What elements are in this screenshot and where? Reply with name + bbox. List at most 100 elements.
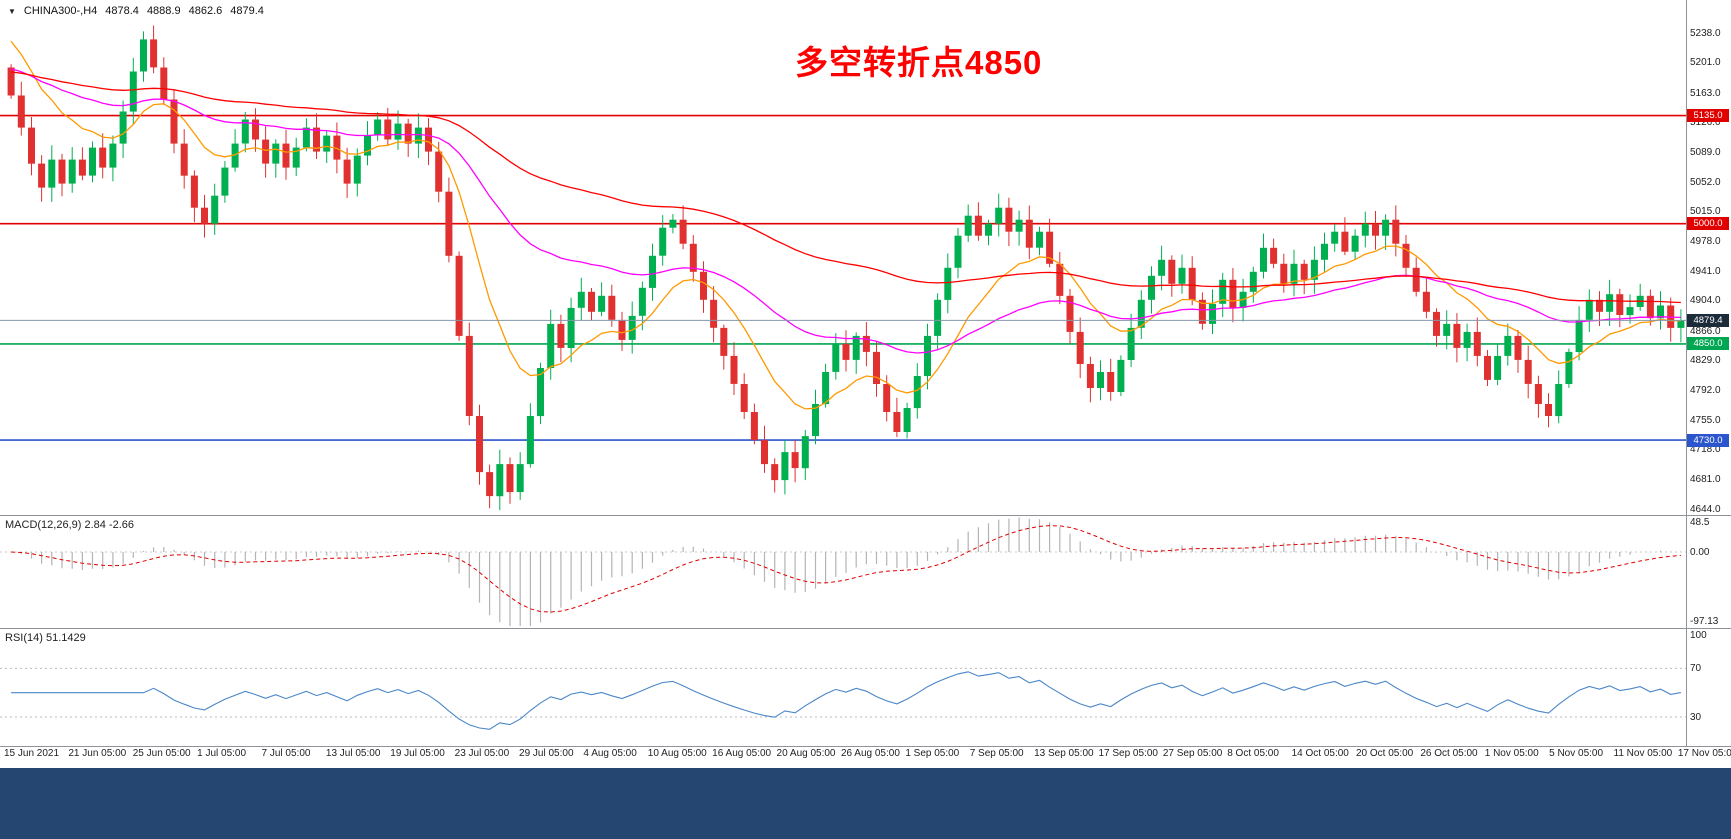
candle-body	[302, 127, 310, 148]
axis-tick-label: 48.5	[1690, 517, 1710, 528]
date-tick-label: 7 Sep 05:00	[969, 748, 1024, 759]
axis-tick-label: 5163.0	[1690, 87, 1721, 99]
candle-body	[99, 147, 107, 168]
axis-tick-label: 4941.0	[1690, 265, 1721, 277]
date-tick-label: 15 Jun 2021	[4, 748, 60, 759]
axis-tick-label: 4755.0	[1690, 414, 1721, 426]
price-level-tag-resistance: 5135.0	[1687, 109, 1729, 123]
candle-body	[1168, 259, 1176, 284]
moving-average-line-12	[10, 40, 1681, 410]
candle-body	[89, 147, 96, 176]
candle-body	[282, 143, 290, 168]
candle-body	[1249, 271, 1257, 292]
date-tick-label: 20 Oct 05:00	[1355, 748, 1414, 759]
candle-body	[272, 143, 280, 164]
candle-body	[1158, 259, 1166, 276]
date-tick-label: 26 Aug 05:00	[840, 748, 900, 759]
axis-tick-label: 5126.0	[1690, 117, 1721, 129]
time-axis[interactable]: 15 Jun 2021 21 Jun 05:00 25 Jun 05:00 1 Jul…	[0, 748, 1731, 766]
candle-body	[771, 464, 779, 481]
candle-body	[598, 295, 606, 312]
date-tick-label: 19 Jul 05:00	[390, 748, 445, 759]
date-tick-label: 26 Oct 05:00	[1420, 748, 1478, 759]
rsi-panel[interactable]	[0, 667, 1686, 730]
candle-body	[496, 464, 504, 497]
candle-body	[1086, 364, 1094, 388]
axis-tick-label: 4792.0	[1690, 384, 1721, 396]
candle-body	[292, 147, 300, 168]
price-direction-down-icon: ▼	[8, 6, 16, 16]
candle-body	[995, 207, 1003, 224]
candle-body	[649, 255, 656, 288]
candle-body	[862, 335, 870, 352]
candle-body	[761, 440, 768, 465]
candle-body	[231, 143, 239, 168]
candle-body	[588, 291, 595, 312]
date-tick-label: 1 Sep 05:00	[905, 748, 960, 759]
candle-body	[689, 243, 697, 272]
candle-body	[476, 416, 483, 473]
candle-body	[710, 299, 718, 328]
axis-tick-label: 5052.0	[1690, 176, 1721, 188]
candle-body	[1097, 372, 1104, 388]
candle-body	[1422, 291, 1430, 312]
candle-body	[333, 135, 341, 160]
candle-body	[201, 207, 208, 224]
price-level-tag-current-price: 4879.4	[1687, 313, 1729, 327]
macd-indicator-label: MACD(12,26,9) 2.84 -2.66	[5, 519, 135, 531]
candle-body	[954, 235, 962, 268]
price-axis[interactable]: 5238.0 5201.0 5163.0 5126.0 5089.0 5052.0 5015…	[1686, 0, 1731, 746]
axis-tick-label: 4904.0	[1690, 295, 1721, 307]
candle-body	[160, 67, 168, 100]
candle-body	[394, 123, 402, 140]
price-level-tag-support: 4730.0	[1687, 433, 1729, 447]
candle-body	[1596, 299, 1603, 312]
candle-body	[1270, 247, 1278, 264]
candle-body	[1677, 320, 1685, 328]
candle-body	[1402, 243, 1410, 268]
macd-panel[interactable]	[0, 517, 1686, 626]
axis-tick-label: 5089.0	[1690, 146, 1721, 158]
candle-body	[873, 351, 880, 384]
candle-body	[414, 127, 422, 144]
candle-body	[679, 219, 687, 244]
candle-body	[1300, 263, 1308, 280]
candle-body	[1382, 219, 1390, 236]
candle-body	[486, 472, 494, 497]
candle-body	[730, 355, 738, 384]
candle-body	[252, 119, 259, 140]
candle-body	[1005, 207, 1013, 232]
candle-body	[893, 412, 901, 432]
main-price-panel[interactable]	[0, 25, 1686, 511]
candle-body	[1321, 243, 1328, 260]
axis-tick-label: -97.13	[1690, 615, 1719, 627]
candle-body	[812, 404, 819, 437]
date-tick-label: 27 Sep 05:00	[1162, 748, 1223, 759]
candle-body	[628, 315, 636, 340]
candle-body	[1219, 279, 1227, 304]
date-tick-label: 8 Oct 05:00	[1227, 748, 1279, 759]
candle-body	[985, 223, 992, 236]
candle-body	[577, 291, 585, 308]
candle-body	[323, 135, 331, 152]
candle-body	[1280, 263, 1288, 284]
candle-body	[1056, 263, 1064, 296]
candle-body	[669, 219, 677, 228]
candle-body	[140, 39, 147, 72]
candle-body	[1341, 231, 1349, 252]
candle-body	[1453, 323, 1461, 348]
candle-body	[832, 343, 840, 372]
candle-body	[842, 343, 850, 360]
candle-body	[384, 119, 392, 140]
candle-body	[608, 295, 616, 320]
candle-body	[1524, 359, 1532, 384]
candle-body	[1494, 355, 1502, 380]
candle-body	[1463, 331, 1471, 348]
candle-body	[1066, 295, 1074, 332]
candle-wicks-down	[10, 25, 1672, 509]
date-tick-label: 29 Jul 05:00	[519, 748, 574, 759]
candle-body	[720, 327, 728, 356]
candle-body	[1616, 294, 1624, 315]
